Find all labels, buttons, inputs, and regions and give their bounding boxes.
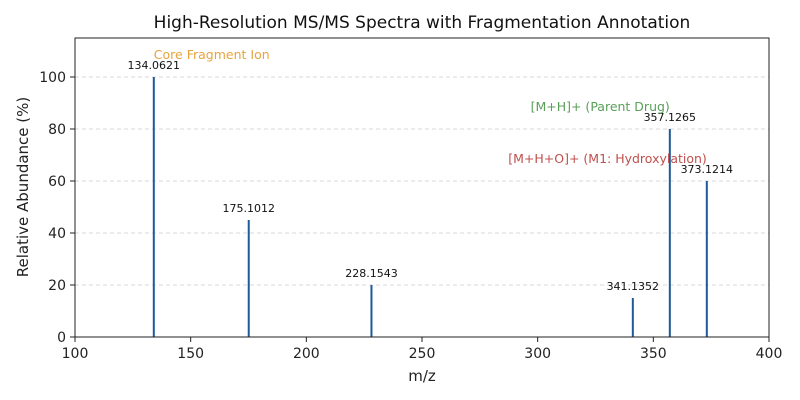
plot-frame [74,37,770,338]
x-tick-label: 150 [177,346,204,362]
peak-label: 228.1543 [345,267,398,280]
annotations: Core Fragment Ion [M+H]+ (Parent Drug) [M+… [154,47,707,166]
y-tick-label: 40 [48,226,66,242]
grid-lines [75,76,769,286]
peak-labels: 134.0621 175.1012 228.1543 341.1352 357.1265… [128,59,734,293]
y-axis-ticks: 0 20 40 60 80 100 [39,70,75,346]
y-tick-label: 80 [48,122,66,138]
y-tick-label: 60 [48,174,66,190]
x-axis-ticks: 100 150 200 250 300 350 400 [62,337,783,362]
y-tick-label: 100 [39,70,66,86]
peak-label: 373.1214 [681,163,734,176]
x-tick-label: 250 [409,346,436,362]
x-axis-label: m/z [408,367,436,385]
y-tick-label: 20 [48,278,66,294]
x-tick-label: 200 [293,346,320,362]
x-tick-label: 100 [62,346,89,362]
peak-bars [152,77,708,337]
annotation-text: [M+H]+ (Parent Drug) [531,99,670,114]
annotation-text: Core Fragment Ion [154,47,270,62]
peak-label: 341.1352 [607,280,660,293]
annotation-text: [M+H+O]+ (M1: Hydroxylation) [508,151,707,166]
x-tick-label: 350 [640,346,667,362]
y-tick-label: 0 [57,330,66,346]
peak-label: 175.1012 [222,202,275,215]
peak-label: 357.1265 [644,111,697,124]
x-tick-label: 300 [524,346,551,362]
peak-label: 134.0621 [128,59,181,72]
y-axis-label: Relative Abundance (%) [14,97,32,277]
x-tick-label: 400 [756,346,783,362]
chart-title: High-Resolution MS/MS Spectra with Fragm… [154,13,691,33]
